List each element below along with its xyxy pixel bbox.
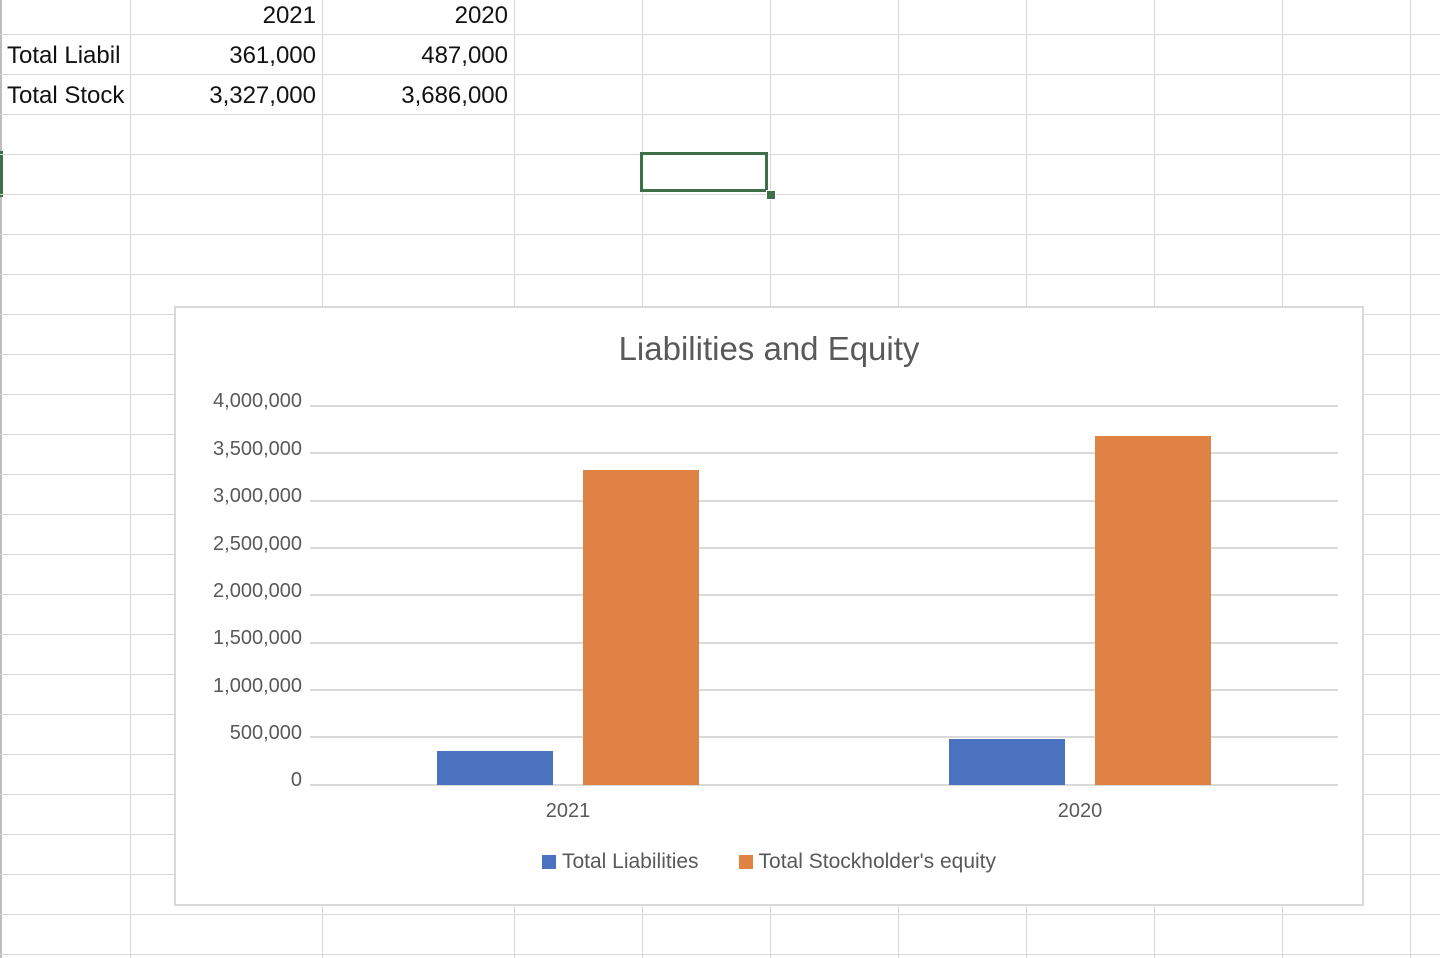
legend-label: Total Stockholder's equity <box>758 850 997 873</box>
cell-equity-2020[interactable]: 3,686,000 <box>401 82 508 109</box>
x-tick-label: 2021 <box>545 800 591 822</box>
legend-item-total-liabilities[interactable]: Total Liabilities <box>541 850 699 874</box>
gridline <box>310 642 1338 644</box>
bar-total-liabilities-2020[interactable] <box>949 739 1065 785</box>
gridline <box>310 500 1338 502</box>
cell-label-total-liabilities[interactable]: Total Liabil <box>7 42 121 69</box>
selected-row-indicator <box>0 151 3 197</box>
row-header-edge <box>0 0 2 958</box>
y-tick-label: 3,500,000 <box>213 438 302 460</box>
y-tick-label: 1,000,000 <box>213 675 302 697</box>
legend-swatch-icon <box>541 855 556 869</box>
cell-header-2021[interactable]: 2021 <box>262 2 316 29</box>
column-divider <box>1410 0 1411 958</box>
gridline <box>310 736 1338 738</box>
legend-label: Total Liabilities <box>561 850 699 873</box>
legend-swatch-icon <box>738 855 753 869</box>
fill-handle[interactable] <box>766 190 776 200</box>
row-divider <box>0 274 1440 275</box>
gridline <box>310 405 1338 407</box>
cell-liabilities-2020[interactable]: 487,000 <box>421 42 508 69</box>
y-tick-label: 4,000,000 <box>213 390 302 412</box>
gridline <box>310 689 1338 691</box>
row-divider <box>0 194 1440 195</box>
row-divider <box>0 234 1440 235</box>
active-cell-selection[interactable] <box>640 152 768 192</box>
gridline <box>310 452 1338 454</box>
chart-legend[interactable]: Total Liabilities Total Stockholder's eq… <box>176 850 1362 874</box>
y-tick-label: 0 <box>290 769 302 791</box>
y-tick-label: 1,500,000 <box>213 627 302 649</box>
row-divider <box>0 114 1440 115</box>
bar-total-equity-2021[interactable] <box>583 470 699 785</box>
y-tick-label: 3,000,000 <box>213 485 302 507</box>
gridline <box>310 594 1338 596</box>
gridline <box>310 547 1338 549</box>
bar-total-equity-2020[interactable] <box>1095 436 1211 785</box>
cell-equity-2021[interactable]: 3,327,000 <box>209 82 316 109</box>
row-divider <box>0 914 1440 915</box>
bar-chart[interactable]: Liabilities and Equity 4,000,000 3,500,0… <box>174 306 1364 906</box>
legend-item-total-equity[interactable]: Total Stockholder's equity <box>738 850 997 874</box>
y-tick-label: 500,000 <box>229 722 302 744</box>
cell-liabilities-2021[interactable]: 361,000 <box>229 42 316 69</box>
row-divider <box>0 34 1440 35</box>
y-tick-label: 2,500,000 <box>213 533 302 555</box>
cell-label-total-stockholders-equity[interactable]: Total Stock <box>7 82 125 109</box>
x-axis-line <box>310 784 1338 786</box>
row-divider <box>0 954 1440 955</box>
x-tick-label: 2020 <box>1057 800 1103 822</box>
cell-header-2020[interactable]: 2020 <box>454 2 508 29</box>
chart-title[interactable]: Liabilities and Equity <box>618 330 920 367</box>
bar-total-liabilities-2021[interactable] <box>437 751 553 785</box>
column-divider <box>130 0 131 958</box>
row-divider <box>0 74 1440 75</box>
y-tick-label: 2,000,000 <box>213 580 302 602</box>
